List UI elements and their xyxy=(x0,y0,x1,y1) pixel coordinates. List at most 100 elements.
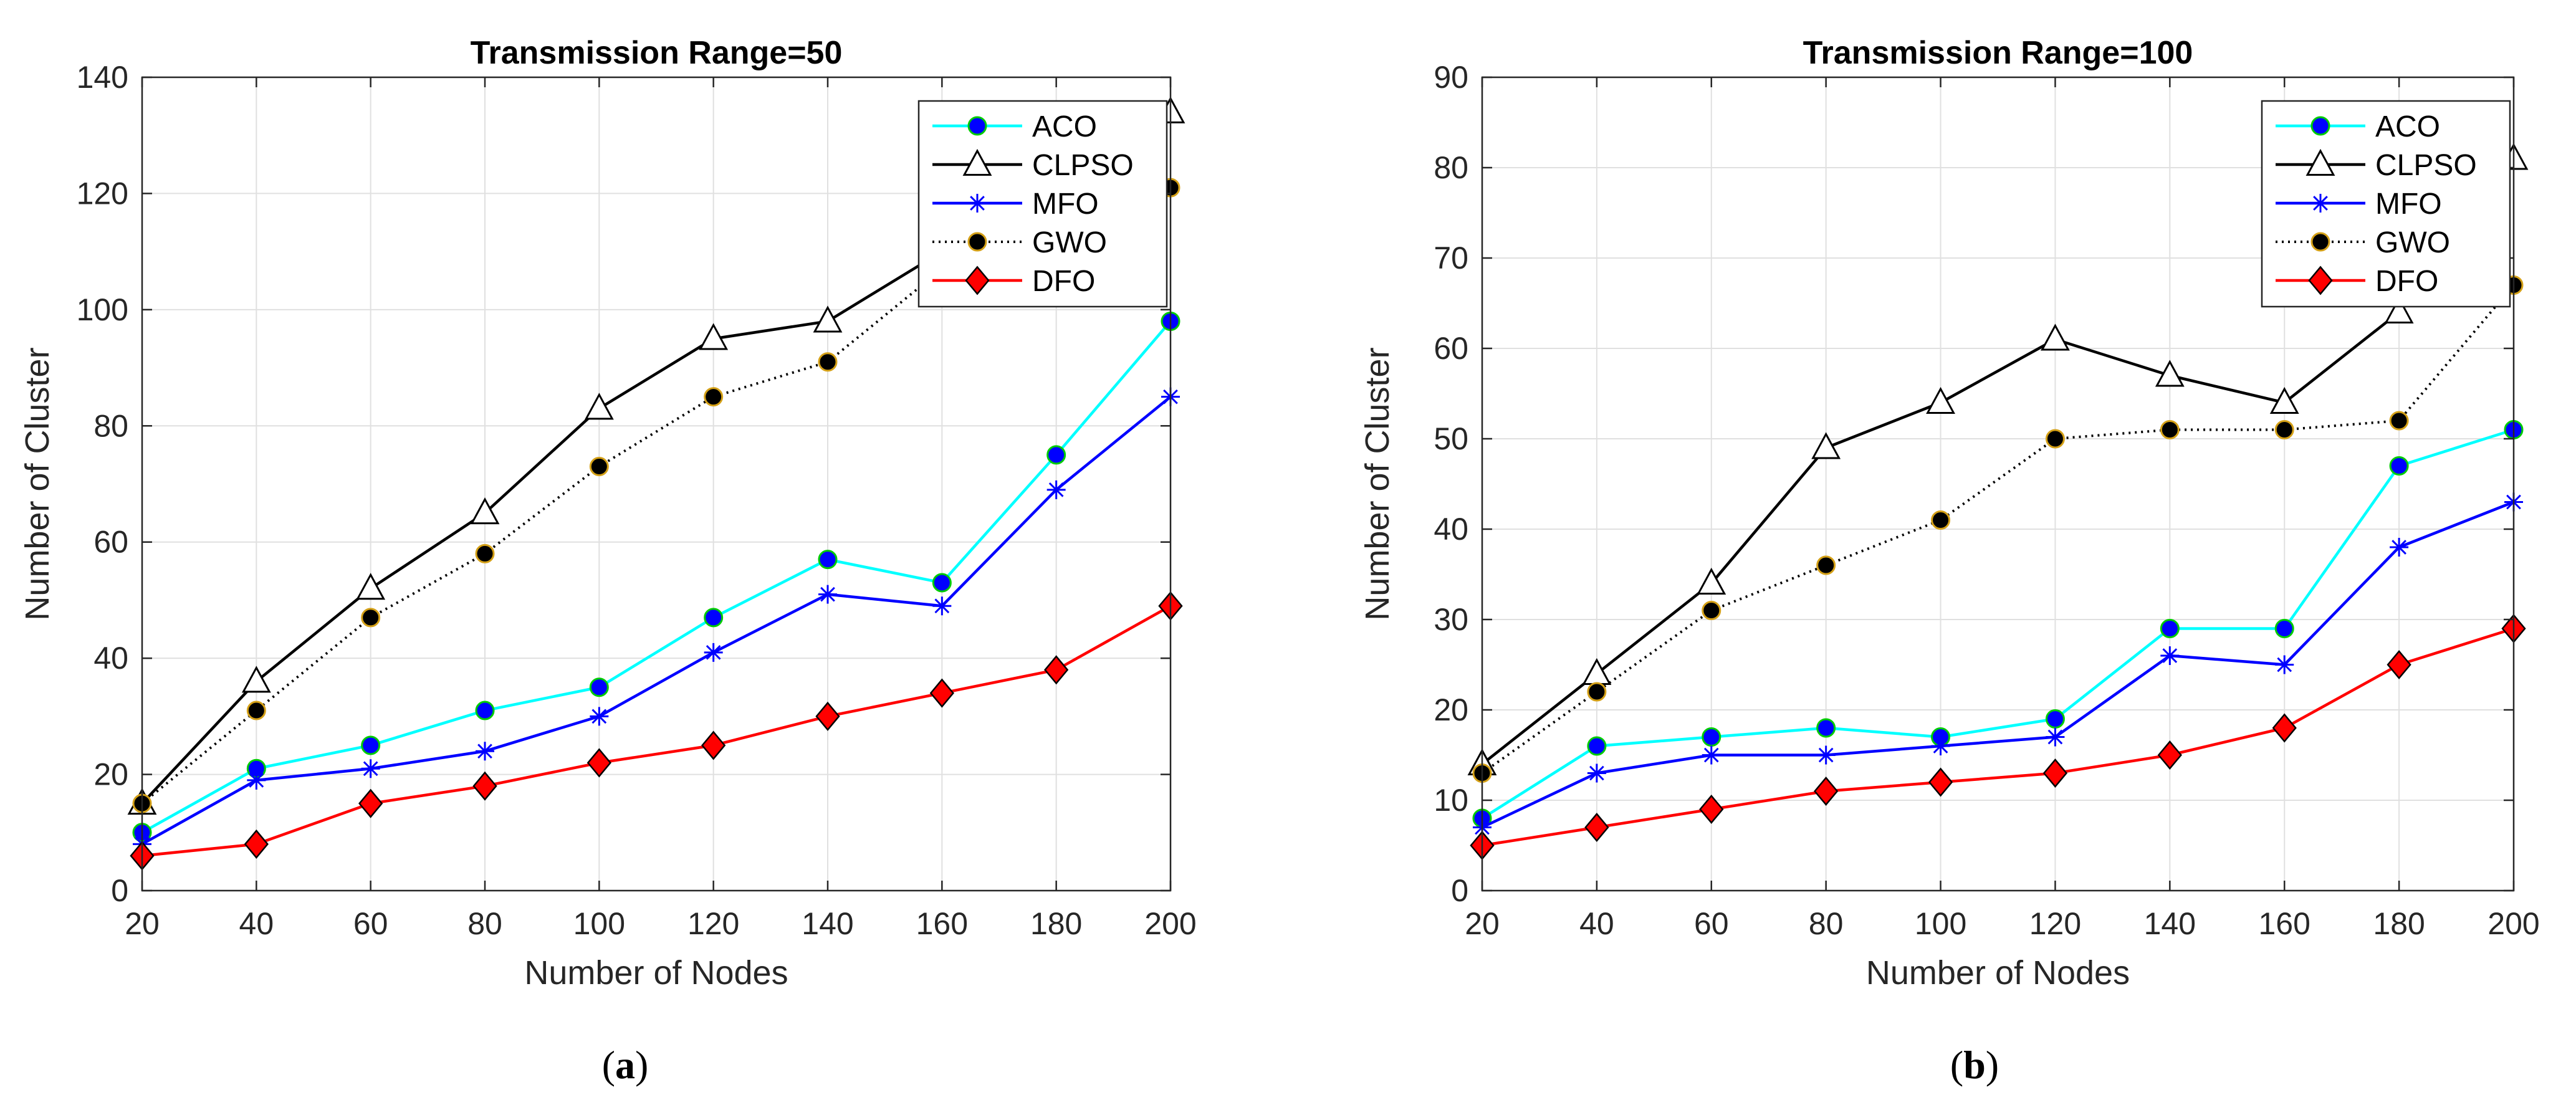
series-dfo xyxy=(1470,613,2526,861)
y-tick-label: 120 xyxy=(77,176,128,211)
series-aco xyxy=(132,312,1180,843)
data-point-aco xyxy=(2045,709,2065,729)
legend-marker-aco xyxy=(2310,116,2330,136)
data-point-gwo xyxy=(361,608,381,628)
data-point-dfo xyxy=(1814,776,1839,806)
data-point-aco xyxy=(704,608,724,628)
legend-marker-dfo xyxy=(965,266,990,295)
data-point-mfo xyxy=(1702,745,1721,765)
x-tick-label: 20 xyxy=(1465,906,1500,941)
data-point-dfo xyxy=(2157,740,2182,770)
data-point-mfo xyxy=(932,596,952,616)
data-point-gwo xyxy=(2274,420,2294,439)
data-point-aco xyxy=(361,735,381,755)
legend-marker-gwo xyxy=(2310,232,2330,252)
x-axis-label: Number of Nodes xyxy=(524,954,788,992)
x-tick-label: 120 xyxy=(687,906,739,941)
series-line-gwo xyxy=(141,186,1171,805)
panel-caption: (b) xyxy=(1950,1043,1999,1087)
data-point-dfo xyxy=(1699,794,1724,825)
legend-label: ACO xyxy=(1032,110,1097,143)
series-line-mfo xyxy=(141,395,1172,846)
data-point-clpso xyxy=(2041,323,2070,351)
data-point-mfo xyxy=(818,585,837,604)
data-point-dfo xyxy=(472,771,497,801)
data-point-mfo xyxy=(1046,480,1066,499)
data-point-clpso xyxy=(2155,360,2185,387)
data-point-clpso xyxy=(2384,296,2414,323)
data-point-dfo xyxy=(815,701,840,731)
panel-caption-close: ) xyxy=(635,1043,648,1087)
data-point-gwo xyxy=(1587,682,1607,702)
data-point-clpso xyxy=(241,666,271,693)
data-point-gwo xyxy=(2389,411,2409,431)
x-tick-label: 160 xyxy=(2259,906,2310,941)
y-tick-label: 140 xyxy=(77,60,128,95)
legend-marker-mfo xyxy=(2311,194,2330,213)
data-point-mfo xyxy=(1587,763,1606,783)
y-tick-label: 50 xyxy=(1434,421,1468,456)
data-point-clpso xyxy=(699,323,729,350)
legend-item-clpso: CLPSO xyxy=(932,148,1134,182)
y-tick-label: 80 xyxy=(1434,150,1468,185)
x-tick-label: 140 xyxy=(2144,906,2196,941)
y-tick-label: 90 xyxy=(1434,60,1468,95)
data-point-aco xyxy=(2389,456,2409,476)
y-axis-label: Number of Cluster xyxy=(19,347,56,620)
data-point-dfo xyxy=(1584,812,1609,843)
series-line-clpso xyxy=(1481,158,2515,765)
legend-label: DFO xyxy=(2375,265,2438,298)
x-tick-label: 40 xyxy=(239,906,274,941)
data-point-mfo xyxy=(247,770,266,790)
legend-item-dfo: DFO xyxy=(932,265,1095,298)
data-point-aco xyxy=(932,573,952,593)
legend-label: DFO xyxy=(1032,265,1095,298)
data-point-dfo xyxy=(2387,649,2411,680)
data-point-mfo xyxy=(2275,655,2294,674)
y-tick-label: 30 xyxy=(1434,602,1468,637)
data-point-gwo xyxy=(475,543,495,563)
panel-caption-letter: b xyxy=(1963,1043,1986,1087)
x-tick-label: 60 xyxy=(1694,906,1729,941)
legend-marker-gwo xyxy=(967,232,987,252)
legend-item-aco: ACO xyxy=(2276,110,2440,143)
series-aco xyxy=(1472,420,2524,828)
chart-panel-a: 20 40 60 80 100 120 140 160 180 20002040608010012… xyxy=(19,35,1197,1087)
legend-label: ACO xyxy=(2375,110,2440,143)
legend-label: CLPSO xyxy=(2375,149,2477,182)
data-point-aco xyxy=(818,550,838,570)
data-point-gwo xyxy=(589,457,609,477)
legend-item-aco: ACO xyxy=(932,110,1097,143)
x-axis-label: Number of Nodes xyxy=(1866,954,2130,992)
legend-marker-mfo xyxy=(968,194,987,213)
data-point-mfo xyxy=(704,643,723,662)
y-tick-label: 40 xyxy=(1434,512,1468,547)
legend-item-clpso: CLPSO xyxy=(2276,148,2477,182)
data-point-dfo xyxy=(1928,767,1953,797)
data-point-mfo xyxy=(1931,737,1950,755)
data-point-clpso xyxy=(1811,432,1841,459)
x-tick-label: 200 xyxy=(2487,906,2539,941)
x-tick-label: 20 xyxy=(125,906,160,941)
data-point-dfo xyxy=(587,748,611,778)
legend-label: MFO xyxy=(2375,188,2442,221)
legend-marker-dfo xyxy=(2308,266,2333,295)
y-tick-label: 20 xyxy=(93,757,128,792)
data-point-clpso xyxy=(1926,386,1955,414)
y-tick-label: 0 xyxy=(1451,873,1468,908)
x-tick-label: 80 xyxy=(467,906,502,941)
data-point-aco xyxy=(589,677,609,697)
series-line-aco xyxy=(141,320,1172,834)
x-tick-label: 200 xyxy=(1144,906,1196,941)
legend-marker-clpso xyxy=(2305,148,2335,176)
data-point-dfo xyxy=(244,829,269,859)
x-tick-label: 180 xyxy=(1030,906,1082,941)
data-point-gwo xyxy=(1931,510,1951,530)
legend-item-dfo: DFO xyxy=(2276,265,2438,298)
data-point-dfo xyxy=(929,678,954,708)
data-point-mfo xyxy=(361,759,380,778)
data-point-mfo xyxy=(2160,646,2180,665)
data-point-gwo xyxy=(1702,601,1721,620)
legend-label: MFO xyxy=(1032,188,1099,221)
